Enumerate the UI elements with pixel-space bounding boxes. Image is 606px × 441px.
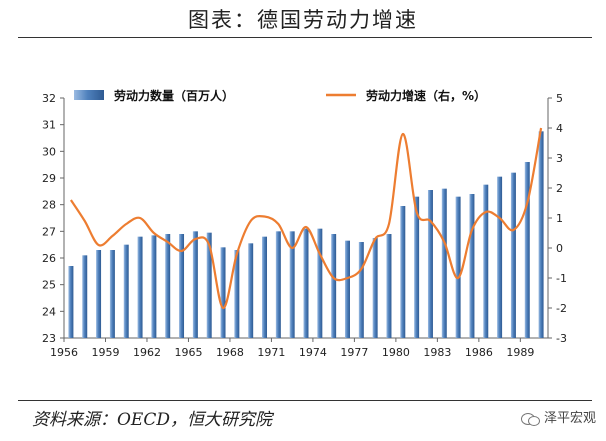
bar bbox=[524, 162, 530, 338]
bar bbox=[538, 131, 544, 338]
x-tick-label: 1980 bbox=[382, 346, 410, 359]
bar bbox=[400, 206, 406, 338]
bar bbox=[372, 238, 378, 338]
y-left-tick-label: 25 bbox=[42, 279, 56, 292]
bar bbox=[179, 234, 185, 338]
bar bbox=[165, 234, 171, 338]
bar bbox=[414, 196, 420, 338]
bar bbox=[331, 234, 337, 338]
x-tick-label: 1986 bbox=[465, 346, 493, 359]
bar bbox=[455, 196, 461, 338]
bar bbox=[344, 240, 350, 338]
x-tick-label: 1974 bbox=[299, 346, 327, 359]
legend-bar-label: 劳动力数量（百万人） bbox=[114, 88, 234, 103]
x-tick-label: 1956 bbox=[50, 346, 78, 359]
title-rule bbox=[18, 37, 592, 38]
y-right-tick-label: 5 bbox=[556, 92, 563, 105]
x-tick-label: 1983 bbox=[423, 346, 451, 359]
y-right-tick-label: -3 bbox=[556, 332, 567, 345]
y-left-tick-label: 27 bbox=[42, 225, 56, 238]
bar bbox=[275, 231, 281, 338]
y-right-tick-label: 1 bbox=[556, 212, 563, 225]
x-tick-label: 1971 bbox=[257, 346, 285, 359]
x-tick-label: 1989 bbox=[506, 346, 534, 359]
y-right-tick-label: 0 bbox=[556, 242, 563, 255]
source-rule bbox=[18, 400, 592, 401]
x-tick-label: 1968 bbox=[216, 346, 244, 359]
source-note: 资料来源：OECD，恒大研究院 bbox=[32, 410, 272, 430]
legend: 劳动力数量（百万人） 劳动力增速（右，%） bbox=[74, 88, 486, 103]
bar bbox=[192, 231, 198, 338]
bar bbox=[317, 228, 323, 338]
bar bbox=[220, 247, 226, 338]
bar bbox=[469, 194, 475, 338]
y-left-tick-label: 28 bbox=[42, 199, 56, 212]
bar bbox=[248, 243, 254, 338]
y-left-tick-label: 26 bbox=[42, 252, 56, 265]
y-left-tick-label: 29 bbox=[42, 172, 56, 185]
bar bbox=[206, 232, 212, 338]
bar bbox=[441, 188, 447, 338]
y-left-tick-label: 30 bbox=[42, 145, 56, 158]
y-left-tick-label: 32 bbox=[42, 92, 56, 105]
bar bbox=[497, 176, 503, 338]
watermark-text: 泽平宏观 bbox=[543, 411, 596, 426]
page-title: 图表：德国劳动力增速 bbox=[188, 8, 418, 32]
bar bbox=[109, 250, 115, 338]
bar bbox=[262, 236, 268, 338]
y-right-tick-label: 4 bbox=[556, 122, 563, 135]
bar bbox=[510, 172, 516, 338]
bar bbox=[96, 250, 102, 338]
bar-series bbox=[68, 131, 544, 338]
bar bbox=[234, 250, 240, 338]
x-tick-label: 1959 bbox=[91, 346, 119, 359]
bar bbox=[68, 266, 74, 338]
growth-line bbox=[69, 127, 543, 310]
bar bbox=[483, 184, 489, 338]
bar bbox=[427, 190, 433, 338]
y-right-tick-label: -2 bbox=[556, 302, 567, 315]
y-right-tick-label: -1 bbox=[556, 272, 567, 285]
wechat-icon bbox=[520, 411, 541, 427]
bar bbox=[123, 244, 129, 338]
watermark: 泽平宏观 bbox=[520, 407, 596, 427]
y-left-tick-label: 31 bbox=[42, 119, 56, 132]
y-right-tick-label: 2 bbox=[556, 182, 563, 195]
x-tick-label: 1965 bbox=[174, 346, 202, 359]
bar bbox=[386, 234, 392, 338]
y-right-tick-label: 3 bbox=[556, 152, 563, 165]
bar bbox=[289, 231, 295, 338]
line-series bbox=[69, 127, 543, 310]
x-tick-label: 1962 bbox=[133, 346, 161, 359]
bar bbox=[82, 255, 88, 338]
bar bbox=[151, 235, 157, 338]
legend-bar-swatch bbox=[74, 90, 104, 100]
bar bbox=[358, 242, 364, 338]
bar bbox=[137, 236, 143, 338]
y-left-tick-label: 23 bbox=[42, 332, 56, 345]
y-left-tick-label: 24 bbox=[42, 305, 56, 318]
x-tick-label: 1977 bbox=[340, 346, 368, 359]
legend-line-label: 劳动力增速（右，%） bbox=[366, 88, 486, 103]
bar bbox=[303, 228, 309, 338]
